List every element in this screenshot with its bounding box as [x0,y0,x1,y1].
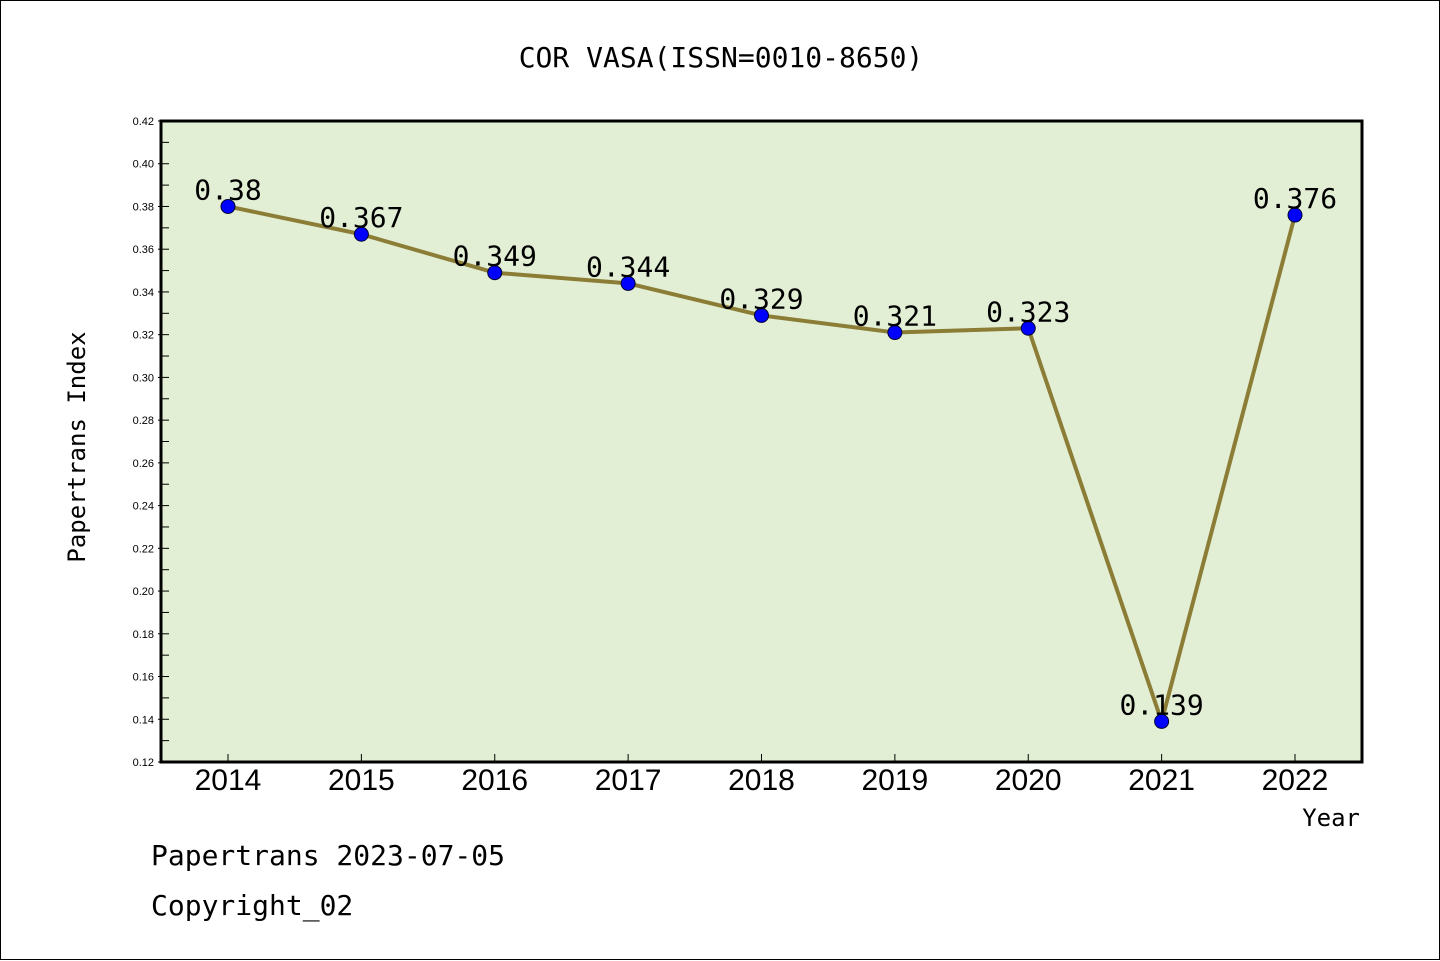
data-point [1154,713,1170,729]
y-tick-label: 0.32 [133,330,154,342]
data-label: 0.139 [1119,688,1203,721]
x-tick-label: 2021 [1128,764,1195,797]
data-point [620,275,636,291]
y-tick-label: 0.26 [133,458,154,470]
y-axis: 0.12 0.14 0.16 0.18 0.20 0.22 0.24 0.26 0.28 0.30… [133,116,169,769]
data-label: 0.376 [1253,182,1337,215]
x-tick-label: 2017 [595,764,662,797]
y-tick-label: 0.16 [133,672,154,684]
x-tick-label: 2015 [328,764,395,797]
x-tick-label: 2019 [862,764,929,797]
data-label: 0.367 [319,201,403,234]
data-markers [220,198,1303,729]
y-tick-label: 0.12 [133,757,154,769]
y-tick-label: 0.30 [133,372,154,384]
data-label: 0.323 [986,295,1070,328]
data-point [887,325,903,341]
y-tick-label: 0.34 [133,287,154,299]
x-tick-label: 2018 [728,764,795,797]
x-tick-label: 2014 [195,764,262,797]
data-point [1020,320,1036,336]
data-label: 0.38 [194,173,261,206]
data-label: 0.349 [453,240,537,273]
y-tick-label: 0.18 [133,629,154,641]
x-tick-label: 2022 [1262,764,1329,797]
chart-title: COR VASA(ISSN=0010-8650) [519,41,924,74]
x-axis: 2014 2015 2016 2017 2018 2019 2020 2021 2022 [195,754,1329,797]
data-point [220,198,236,214]
y-tick-label: 0.40 [133,159,154,171]
y-tick-label: 0.36 [133,244,154,256]
data-label: 0.344 [586,250,670,283]
footer-copyright: Copyright_02 [151,889,353,923]
y-tick-label: 0.20 [133,586,154,598]
y-axis-label: Papertrans Index [63,331,91,562]
data-label: 0.329 [719,282,803,315]
data-point [353,226,369,242]
y-tick-label: 0.38 [133,201,154,213]
y-tick-label: 0.22 [133,543,154,555]
y-tick-label: 0.42 [133,116,154,128]
data-labels: 0.38 0.367 0.349 0.344 0.329 0.321 0.323 0.139 0… [194,173,1337,721]
x-axis-label: Year [1302,804,1360,832]
y-tick-label: 0.28 [133,415,154,427]
x-tick-label: 2020 [995,764,1062,797]
data-point [754,307,769,323]
y-tick-label: 0.24 [133,501,154,513]
data-point [487,265,503,281]
y-tick-label: 0.14 [133,714,154,726]
x-tick-label: 2016 [461,764,528,797]
footer-date: Papertrans 2023-07-05 [151,839,505,872]
data-point [1287,207,1303,223]
data-label: 0.321 [853,300,937,333]
